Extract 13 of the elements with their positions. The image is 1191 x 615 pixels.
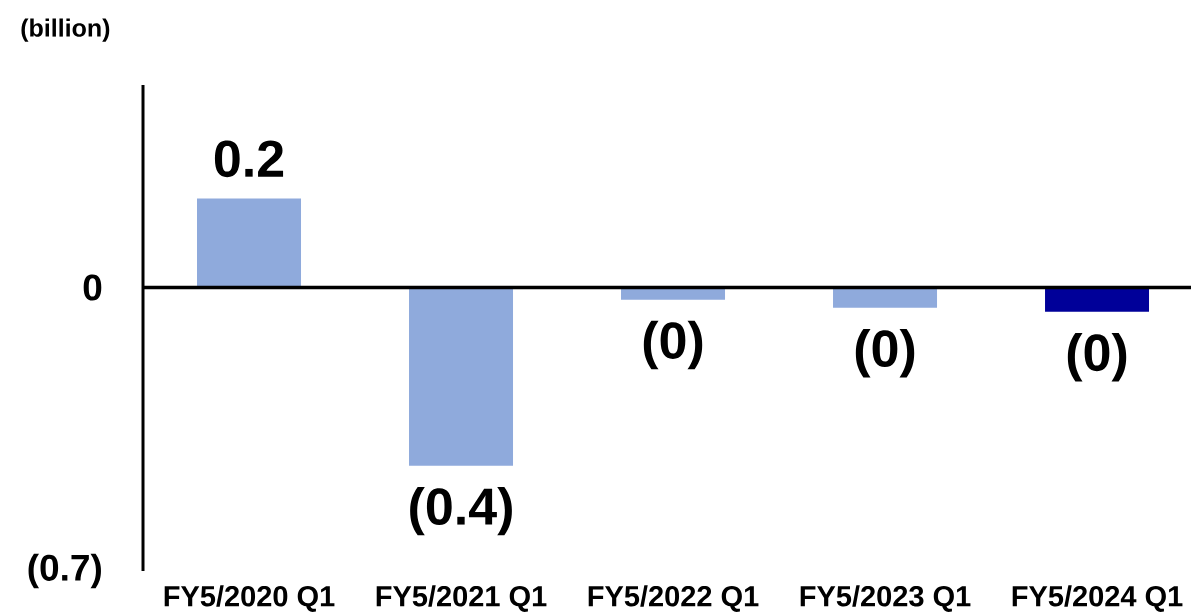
y-tick-label: 0 [83,274,102,301]
y-axis-title: (billion) [21,18,110,42]
x-tick-label: FY5/2023 Q1 [800,585,971,612]
data-label: (0) [1067,332,1127,382]
data-label: (0.4) [410,486,512,536]
data-label: (0) [643,320,703,370]
data-label: (0) [855,328,915,378]
y-tick-label: (0.7) [28,553,101,589]
data-label: 0.2 [214,140,284,178]
x-tick-label: FY5/2020 Q1 [164,585,335,612]
x-tick-label: FY5/2022 Q1 [588,585,759,612]
x-tick-label: FY5/2024 Q1 [1012,585,1183,612]
x-tick-label: FY5/2021 Q1 [376,585,547,612]
